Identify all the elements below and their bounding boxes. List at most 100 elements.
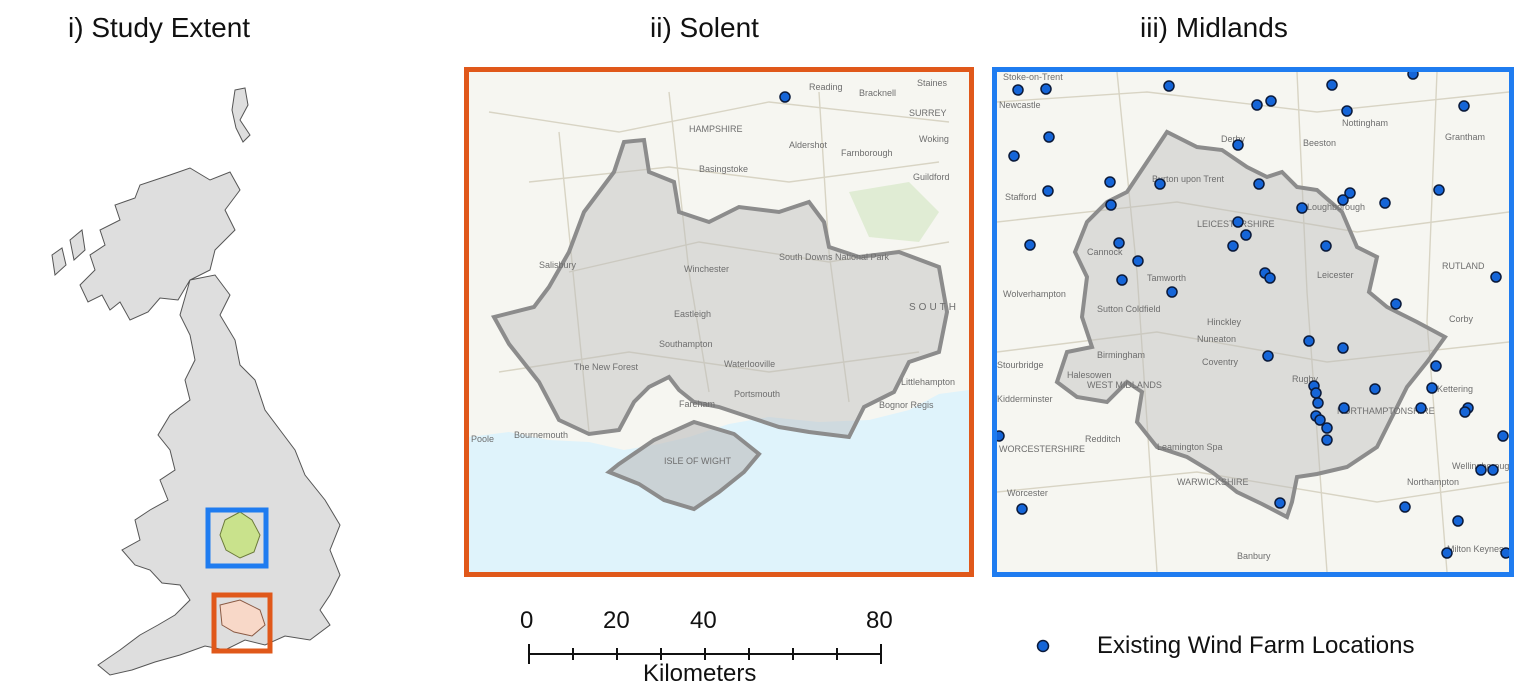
wind-farm-marker: [1490, 271, 1502, 283]
wind-farm-marker: [1232, 139, 1244, 151]
place-label: Grantham: [1445, 132, 1485, 142]
solent-inset-box: [211, 592, 273, 654]
wind-farm-marker: [1379, 197, 1391, 209]
wind-farm-marker: [1497, 430, 1509, 442]
wind-farm-marker: [1154, 178, 1166, 190]
wind-farm-marker: [1337, 342, 1349, 354]
wind-farm-marker: [1326, 79, 1338, 91]
wind-farm-marker: [1262, 350, 1274, 362]
place-label: Farnborough: [841, 148, 893, 158]
island-shape: [51, 247, 67, 276]
place-label: Staines: [917, 78, 948, 88]
place-label: The New Forest: [574, 362, 639, 372]
place-label: Bracknell: [859, 88, 896, 98]
island-shape: [231, 87, 251, 143]
wind-farm-marker: [1264, 272, 1276, 284]
island-shape: [69, 229, 86, 261]
place-label: Banbury: [1237, 551, 1271, 561]
wind-farm-marker: [1312, 397, 1324, 409]
place-label: Redditch: [1085, 434, 1121, 444]
wind-farm-marker: [1043, 131, 1055, 143]
place-label: Aldershot: [789, 140, 828, 150]
wind-farm-marker: [1321, 434, 1333, 446]
wind-farm-marker: [1024, 239, 1036, 251]
wind-farm-marker: [1251, 99, 1263, 111]
place-label: WEST MIDLANDS: [1087, 380, 1162, 390]
place-label: Milton Keynes: [1447, 544, 1504, 554]
wind-farm-marker: [1500, 547, 1509, 559]
scale-bar: [528, 644, 882, 664]
wind-farm-marker: [1105, 199, 1117, 211]
midlands-map-panel: Stoke-on-Trent Newcastle Derby Nottingha…: [992, 67, 1514, 577]
wind-farm-marker: [1475, 464, 1487, 476]
place-label: Coventry: [1202, 357, 1239, 367]
scale-tick-label: 0: [520, 607, 534, 634]
place-label: South Downs National Park: [779, 252, 890, 262]
wind-farm-marker: [1320, 240, 1332, 252]
place-label: Waterlooville: [724, 359, 775, 369]
wind-farm-marker: [1452, 515, 1464, 527]
scale-unit-label: Kilometers: [643, 660, 757, 687]
place-label: Beeston: [1303, 138, 1336, 148]
wind-farm-marker: [1227, 240, 1239, 252]
wind-farm-marker: [1399, 501, 1411, 513]
wind-farm-marker: [1265, 95, 1277, 107]
uk-overview-map: [51, 87, 341, 676]
wind-farm-marker: [1163, 80, 1175, 92]
wind-farm-marker: [1240, 229, 1252, 241]
wind-farm-marker: [1390, 298, 1402, 310]
road-network: [488, 91, 950, 433]
place-label: Leicester: [1317, 270, 1354, 280]
place-label: NORTHAMPTONSHIRE: [1337, 406, 1435, 416]
wind-farm-marker: [1274, 497, 1286, 509]
place-label: Woking: [919, 134, 949, 144]
place-label: Winchester: [684, 264, 729, 274]
place-label: Worcester: [1007, 488, 1048, 498]
solent-map-panel: Reading Bracknell Staines HAMPSHIRE SURR…: [464, 67, 974, 577]
place-label: Salisbury: [539, 260, 577, 270]
wind-farm-marker: [1369, 383, 1381, 395]
place-label: Stafford: [1005, 192, 1036, 202]
wind-farm-marker: [1116, 274, 1128, 286]
place-label: Littlehampton: [901, 377, 955, 387]
place-label: Tamworth: [1147, 273, 1186, 283]
wind-farm-marker: [1441, 547, 1453, 559]
place-label: Rugby: [1292, 374, 1319, 384]
place-label: Sutton Coldfield: [1097, 304, 1161, 314]
place-label: Portsmouth: [734, 389, 780, 399]
wind-farm-marker: [1040, 83, 1052, 95]
isle-of-wight-shape: [605, 419, 762, 512]
place-label: SURREY: [909, 108, 947, 118]
place-label: Bognor Regis: [879, 400, 934, 410]
scale-tick-label: 40: [690, 607, 717, 634]
wind-farm-marker: [1253, 178, 1265, 190]
wind-farm-marker: [1337, 194, 1349, 206]
place-label: ISLE OF WIGHT: [664, 456, 732, 466]
scale-tick-label: 20: [603, 607, 630, 634]
place-label: Fareham: [679, 399, 715, 409]
midlands-title: iii) Midlands: [1140, 12, 1288, 43]
place-label: Cannock: [1087, 247, 1123, 257]
place-label: Kettering: [1437, 384, 1473, 394]
wind-farm-marker: [1344, 187, 1356, 199]
wind-farm-marker: [1321, 422, 1333, 434]
place-label: WARWICKSHIRE: [1177, 477, 1249, 487]
place-label: Burton upon Trent: [1152, 174, 1225, 184]
solent-title: ii) Solent: [650, 12, 759, 43]
wind-farm-marker: [1487, 464, 1499, 476]
place-label: Southampton: [659, 339, 713, 349]
wind-farm-marker: [1132, 255, 1144, 267]
wind-farm-marker: [1166, 286, 1178, 298]
place-label: Northampton: [1407, 477, 1459, 487]
wind-farm-marker: [1341, 105, 1353, 117]
wind-farm-marker: [1430, 360, 1442, 372]
place-label: Leamington Spa: [1157, 442, 1223, 452]
place-label: HAMPSHIRE: [689, 124, 743, 134]
place-label: Eastleigh: [674, 309, 711, 319]
midlands-study-region: [1054, 129, 1448, 520]
wind-farm-marker: [1426, 382, 1438, 394]
great-britain-shape: [79, 167, 341, 676]
place-label: Nottingham: [1342, 118, 1388, 128]
wind-farm-marker: [1314, 414, 1326, 426]
place-label: SOUTH: [909, 302, 959, 313]
